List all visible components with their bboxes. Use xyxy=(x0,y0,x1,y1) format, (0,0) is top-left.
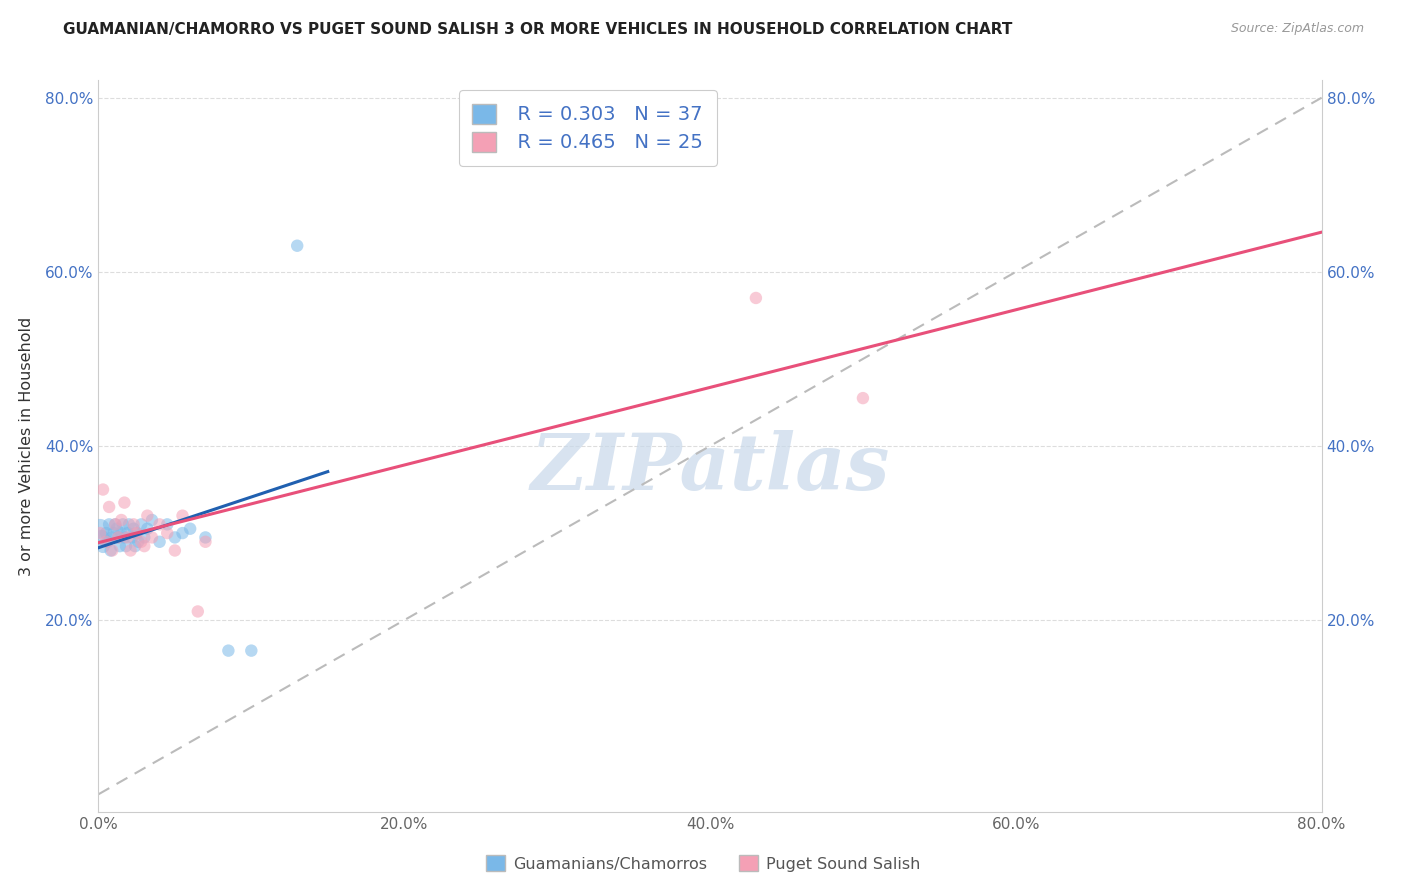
Point xyxy=(94,534,117,549)
Point xyxy=(117,526,139,541)
Point xyxy=(136,522,159,536)
Point xyxy=(745,291,768,305)
Point xyxy=(97,534,120,549)
Point xyxy=(852,391,875,405)
Point xyxy=(103,526,125,541)
Point xyxy=(127,534,149,549)
Point xyxy=(125,526,148,541)
Point xyxy=(172,508,194,523)
Point xyxy=(134,539,156,553)
Point xyxy=(141,513,163,527)
Point xyxy=(101,530,124,544)
Point xyxy=(163,543,186,558)
Point xyxy=(104,517,127,532)
Point xyxy=(124,539,146,553)
Point xyxy=(194,530,217,544)
Text: ZIPatlas: ZIPatlas xyxy=(530,430,890,506)
Point xyxy=(98,517,121,532)
Point xyxy=(125,526,148,541)
Point xyxy=(163,530,186,544)
Point xyxy=(91,539,114,553)
Point xyxy=(107,530,129,544)
Point xyxy=(141,530,163,544)
Point xyxy=(194,534,217,549)
Point xyxy=(94,526,117,541)
Point xyxy=(111,517,134,532)
Point xyxy=(217,643,239,657)
Point xyxy=(117,530,139,544)
Point xyxy=(187,604,209,618)
Point xyxy=(120,543,142,558)
Point xyxy=(100,543,122,558)
Text: Source: ZipAtlas.com: Source: ZipAtlas.com xyxy=(1230,22,1364,36)
Point xyxy=(104,517,127,532)
Legend:   R = 0.303   N = 37,   R = 0.465   N = 25: R = 0.303 N = 37, R = 0.465 N = 25 xyxy=(458,90,717,166)
Point xyxy=(122,517,145,532)
Point xyxy=(91,483,114,497)
Point xyxy=(112,530,135,544)
Point xyxy=(129,517,152,532)
Point xyxy=(110,513,132,527)
Point xyxy=(101,543,124,558)
Point xyxy=(179,522,201,536)
Point xyxy=(129,534,152,549)
Point xyxy=(149,517,172,532)
Point xyxy=(89,526,111,541)
Point xyxy=(98,500,121,514)
Point xyxy=(115,539,138,553)
Point xyxy=(136,508,159,523)
Point xyxy=(285,238,308,252)
Point xyxy=(240,643,263,657)
Point xyxy=(89,522,111,536)
Point xyxy=(149,534,172,549)
Point xyxy=(90,530,112,544)
Point xyxy=(105,522,128,536)
Text: GUAMANIAN/CHAMORRO VS PUGET SOUND SALISH 3 OR MORE VEHICLES IN HOUSEHOLD CORRELA: GUAMANIAN/CHAMORRO VS PUGET SOUND SALISH… xyxy=(63,22,1012,37)
Point xyxy=(156,517,179,532)
Point xyxy=(122,522,145,536)
Point xyxy=(134,530,156,544)
Point xyxy=(107,530,129,544)
Point xyxy=(110,526,132,541)
Legend: Guamanians/Chamorros, Puget Sound Salish: Guamanians/Chamorros, Puget Sound Salish xyxy=(478,847,928,880)
Point xyxy=(172,526,194,541)
Y-axis label: 3 or more Vehicles in Household: 3 or more Vehicles in Household xyxy=(18,317,34,575)
Point xyxy=(121,530,143,544)
Point xyxy=(156,526,179,541)
Point xyxy=(112,495,135,509)
Point xyxy=(118,517,141,532)
Point xyxy=(108,539,131,553)
